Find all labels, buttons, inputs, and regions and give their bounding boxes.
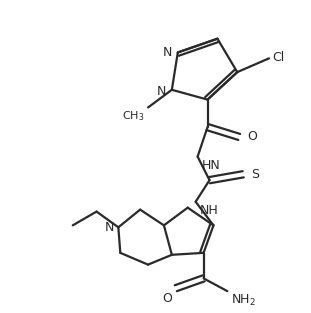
- Text: S: S: [251, 168, 259, 181]
- Text: CH$_3$: CH$_3$: [122, 110, 144, 123]
- Text: HN: HN: [202, 159, 220, 172]
- Text: NH: NH: [200, 204, 218, 217]
- Text: N: N: [105, 221, 114, 234]
- Text: NH$_2$: NH$_2$: [231, 293, 256, 308]
- Text: O: O: [162, 292, 172, 305]
- Text: N: N: [162, 46, 172, 59]
- Text: N: N: [156, 85, 166, 98]
- Text: O: O: [247, 131, 257, 143]
- Text: Cl: Cl: [272, 51, 284, 64]
